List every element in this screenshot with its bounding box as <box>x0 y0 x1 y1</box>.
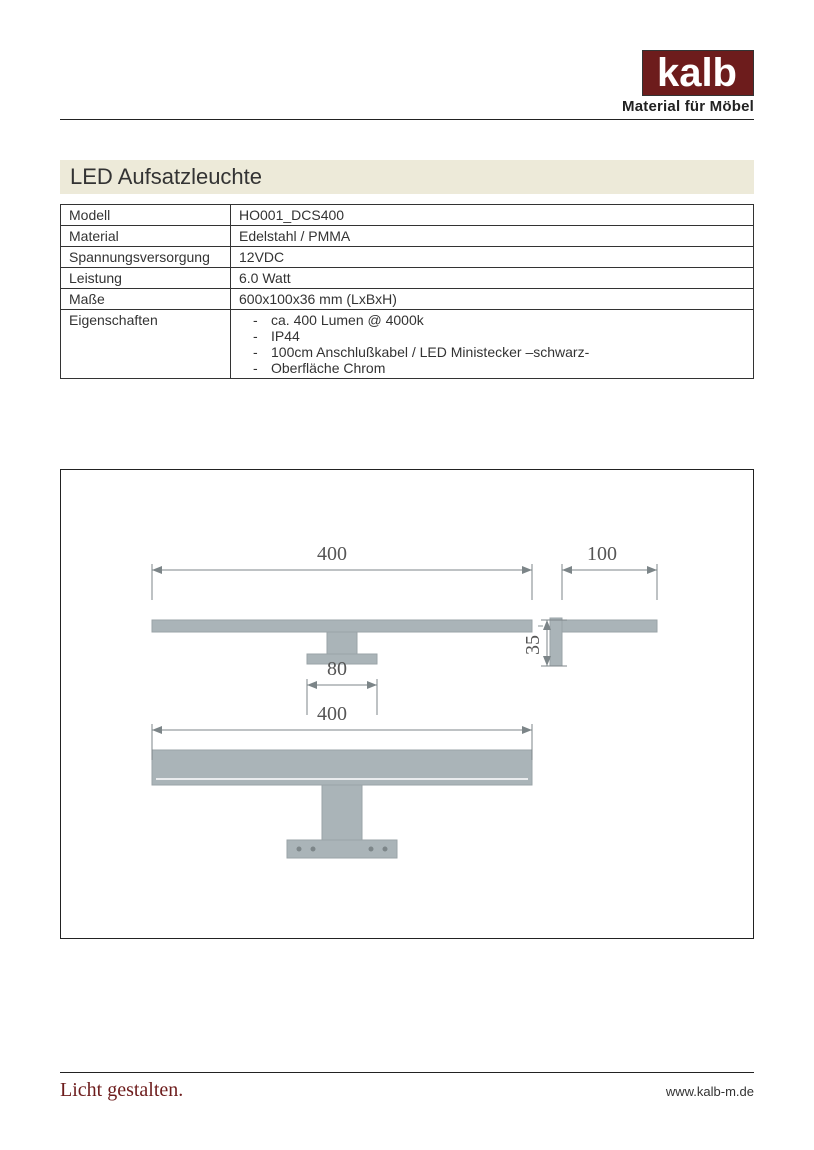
slogan-text: Licht gestalten. <box>60 1079 183 1102</box>
spec-table: ModellHO001_DCS400MaterialEdelstahl / PM… <box>60 204 754 379</box>
footer: Licht gestalten. www.kalb-m.de <box>60 1072 754 1102</box>
svg-text:400: 400 <box>317 543 347 565</box>
property-item: ca. 400 Lumen @ 4000k <box>253 312 745 328</box>
logo-subtitle: Material für Möbel <box>622 98 754 115</box>
spec-value: Edelstahl / PMMA <box>231 226 754 247</box>
svg-text:100: 100 <box>587 543 617 565</box>
svg-text:35: 35 <box>522 635 544 655</box>
spec-label: Spannungsversorgung <box>61 247 231 268</box>
spec-label: Maße <box>61 289 231 310</box>
table-row: Eigenschaftenca. 400 Lumen @ 4000kIP4410… <box>61 310 754 379</box>
header-divider <box>60 119 754 120</box>
table-row: Spannungsversorgung12VDC <box>61 247 754 268</box>
property-item: IP44 <box>253 328 745 344</box>
property-item: 100cm Anschlußkabel / LED Ministecker –s… <box>253 344 745 360</box>
website-text: www.kalb-m.de <box>666 1084 754 1099</box>
header: kalb Material für Möbel <box>60 50 754 115</box>
spec-label: Eigenschaften <box>61 310 231 379</box>
table-row: Leistung6.0 Watt <box>61 268 754 289</box>
table-row: MaterialEdelstahl / PMMA <box>61 226 754 247</box>
spec-label: Leistung <box>61 268 231 289</box>
spec-value: 12VDC <box>231 247 754 268</box>
spec-value: HO001_DCS400 <box>231 205 754 226</box>
footer-divider <box>60 1072 754 1073</box>
logo: kalb Material für Möbel <box>622 50 754 115</box>
spec-value: 6.0 Watt <box>231 268 754 289</box>
spec-value: 600x100x36 mm (LxBxH) <box>231 289 754 310</box>
logo-main: kalb <box>642 50 754 96</box>
spec-label: Modell <box>61 205 231 226</box>
svg-text:400: 400 <box>317 703 347 725</box>
property-item: Oberfläche Chrom <box>253 360 745 376</box>
table-row: Maße600x100x36 mm (LxBxH) <box>61 289 754 310</box>
page-title: LED Aufsatzleuchte <box>60 160 754 194</box>
spec-value: ca. 400 Lumen @ 4000kIP44100cm Anschlußk… <box>231 310 754 379</box>
technical-diagram: 400 100 35 80 400 <box>60 469 754 939</box>
svg-text:80: 80 <box>327 658 347 680</box>
table-row: ModellHO001_DCS400 <box>61 205 754 226</box>
spec-label: Material <box>61 226 231 247</box>
